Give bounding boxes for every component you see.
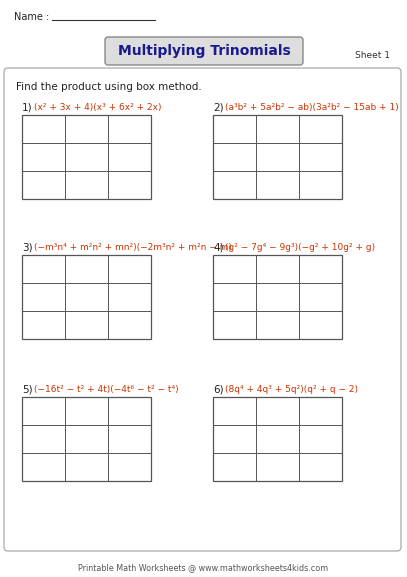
Text: 6): 6) (213, 385, 223, 395)
Bar (22, 397, 151, 481)
Text: Name :: Name : (14, 12, 53, 22)
Text: 3): 3) (22, 243, 33, 253)
Text: 5): 5) (22, 385, 33, 395)
Text: Printable Math Worksheets @ www.mathworksheets4kids.com: Printable Math Worksheets @ www.mathwork… (79, 564, 328, 572)
Bar (22, 255, 151, 339)
Text: (−16t² − t² + 4t)(−4t⁶ − t² − t⁴): (−16t² − t² + 4t)(−4t⁶ − t² − t⁴) (34, 385, 179, 394)
Text: 4): 4) (213, 243, 223, 253)
Text: (−m³n⁴ + m²n² + mn²)(−2m³n² + m²n − m): (−m³n⁴ + m²n² + mn²)(−2m³n² + m²n − m) (34, 243, 232, 252)
Text: Multiplying Trinomials: Multiplying Trinomials (118, 44, 290, 58)
Bar (213, 115, 342, 199)
Bar (213, 255, 342, 339)
Text: (g² − 7g⁴ − 9g³)(−g² + 10g² + g): (g² − 7g⁴ − 9g³)(−g² + 10g² + g) (225, 243, 375, 252)
Text: (x² + 3x + 4)(x³ + 6x² + 2x): (x² + 3x + 4)(x³ + 6x² + 2x) (34, 103, 162, 112)
Text: 1): 1) (22, 103, 33, 113)
Text: Find the product using box method.: Find the product using box method. (16, 82, 202, 92)
FancyBboxPatch shape (4, 68, 401, 551)
FancyBboxPatch shape (105, 37, 303, 65)
Text: 2): 2) (213, 103, 223, 113)
Bar (22, 115, 151, 199)
Text: (8q⁴ + 4q³ + 5q²)(q² + q − 2): (8q⁴ + 4q³ + 5q²)(q² + q − 2) (225, 385, 358, 394)
Bar (213, 397, 342, 481)
Text: (a³b² + 5a²b² − ab)(3a²b² − 15ab + 1): (a³b² + 5a²b² − ab)(3a²b² − 15ab + 1) (225, 103, 399, 112)
Text: Sheet 1: Sheet 1 (355, 51, 390, 59)
